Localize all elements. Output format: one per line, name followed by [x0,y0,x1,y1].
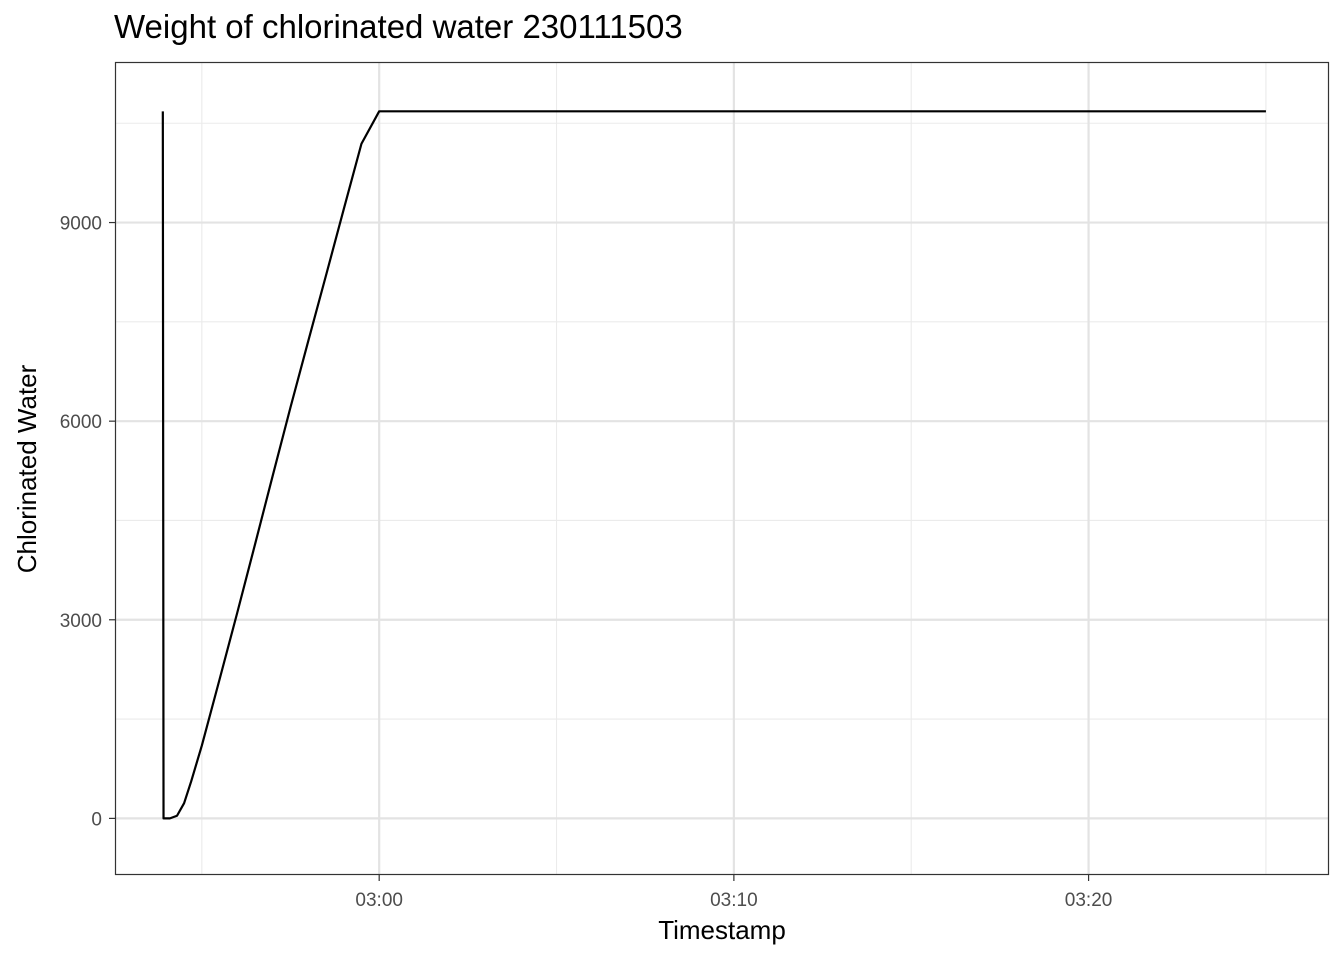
y-tick-label: 9000 [60,214,102,235]
y-tick-label: 0 [91,809,102,830]
major-gridlines [116,63,1328,874]
x-axis-title: Timestamp [658,915,786,945]
series-line [161,110,1266,820]
axis-ticks: 03:00 03:10 03:20 0 3000 6000 9000 [60,214,1113,911]
y-axis-title: Chlorinated Water [12,364,42,573]
x-tick-label: 03:10 [710,890,758,911]
panel-border [114,61,1330,876]
y-tick-label: 6000 [60,412,102,433]
x-tick-label: 03:20 [1065,890,1113,911]
x-tick-label: 03:00 [355,890,403,911]
series-layer [161,110,1266,820]
minor-gridlines [116,63,1328,874]
chart-title: Weight of chlorinated water 230111503 [114,8,683,45]
y-tick-label: 3000 [60,611,102,632]
